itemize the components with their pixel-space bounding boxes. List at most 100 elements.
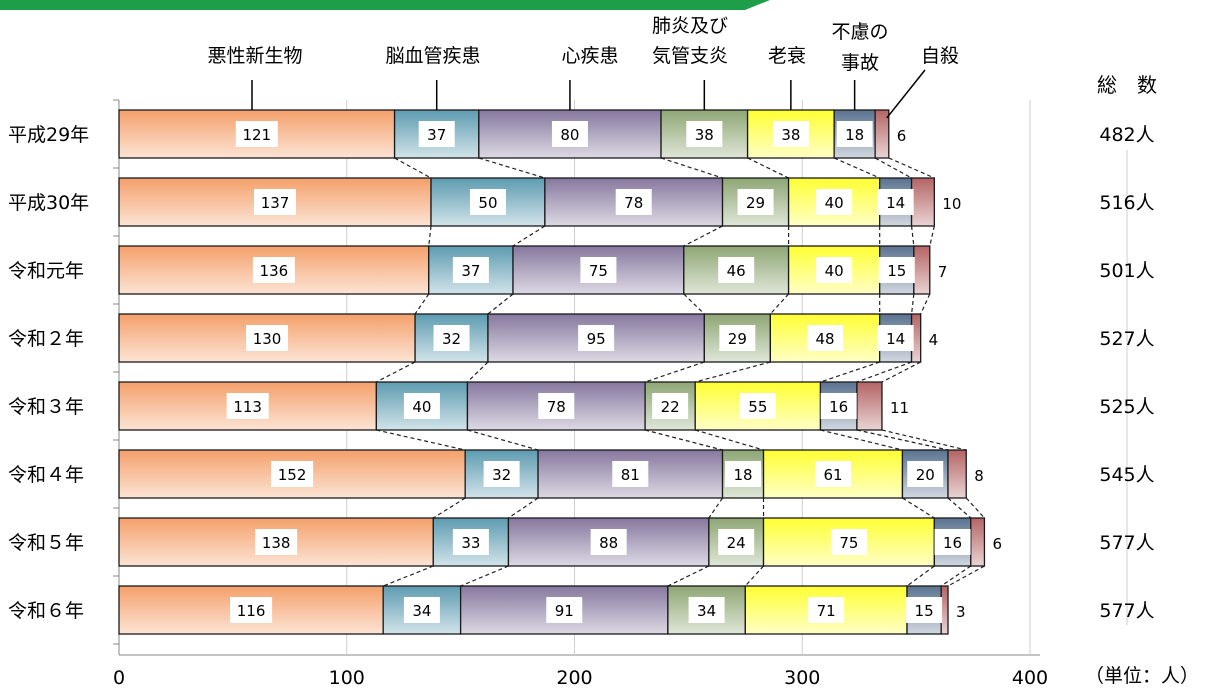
unit-label: （単位：人） — [1085, 665, 1199, 687]
value-label: 136 — [260, 262, 289, 280]
connector-line — [906, 565, 935, 587]
value-label-box — [403, 597, 440, 623]
connector-line — [414, 293, 430, 315]
connector-line — [432, 497, 466, 519]
value-label-box — [403, 393, 440, 419]
bar-segment — [667, 585, 746, 635]
connector-line — [747, 157, 789, 179]
value-label: 14 — [886, 194, 905, 212]
category-label: 令和６年 — [8, 600, 84, 622]
value-label: 16 — [943, 534, 962, 552]
value-label-box — [739, 393, 776, 419]
value-label-box — [226, 393, 269, 419]
value-label: 78 — [547, 398, 566, 416]
connector-line — [920, 293, 931, 315]
connector-line — [940, 565, 972, 587]
value-label-box — [452, 529, 489, 555]
connector-line — [881, 361, 921, 383]
value-label-box — [725, 461, 762, 487]
value-label-box — [271, 461, 314, 487]
category-label: 平成29年 — [8, 124, 89, 146]
connector-line — [820, 429, 903, 451]
value-label: 6 — [897, 127, 907, 145]
connector-line — [947, 497, 972, 519]
value-label-box — [816, 257, 853, 283]
value-label-box — [737, 189, 774, 215]
bar-segment — [487, 313, 705, 363]
bar-segment — [118, 381, 378, 431]
value-label-box — [615, 189, 652, 215]
connector-line — [644, 429, 723, 451]
connector-line — [881, 429, 967, 451]
value-label: 11 — [890, 399, 909, 417]
category-label: 令和４年 — [8, 464, 84, 486]
value-label: 48 — [815, 330, 834, 348]
value-label: 6 — [992, 535, 1002, 553]
value-label-box — [934, 529, 971, 555]
legend-label: 脳血管疾患 — [385, 45, 480, 67]
connector-line — [769, 293, 790, 315]
value-label: 116 — [237, 602, 266, 620]
total-value: 525人 — [1099, 396, 1154, 418]
bar-segment — [428, 245, 514, 295]
value-label-box — [590, 529, 627, 555]
total-value: 577人 — [1099, 532, 1154, 554]
connector-line — [667, 565, 710, 587]
value-label-box — [612, 461, 649, 487]
connector-line — [376, 429, 466, 451]
x-tick-label: 0 — [113, 667, 125, 689]
connector-line — [660, 157, 723, 179]
value-label-box — [483, 461, 520, 487]
legend-label: 不慮の — [831, 21, 888, 43]
connector-line — [902, 497, 935, 519]
value-label: 29 — [746, 194, 765, 212]
value-label: 81 — [621, 466, 640, 484]
connector-line — [833, 157, 880, 179]
value-label-box — [836, 121, 873, 147]
value-label: 34 — [412, 602, 431, 620]
value-label-box — [452, 257, 489, 283]
legend-label: 事故 — [841, 52, 879, 74]
connector-line — [428, 225, 432, 247]
value-label: 29 — [728, 330, 747, 348]
value-label: 46 — [727, 262, 746, 280]
connector-line — [376, 361, 416, 383]
value-label-box — [246, 325, 289, 351]
connector-line — [874, 157, 912, 179]
connector-line — [910, 225, 915, 247]
value-label: 38 — [695, 126, 714, 144]
value-label: 4 — [929, 331, 939, 349]
legend-leader-line — [886, 69, 926, 119]
header-banner — [0, 0, 770, 10]
x-axis: （単位：人） 0 100 200 300 400 — [113, 665, 1199, 689]
value-label: 50 — [478, 194, 497, 212]
value-label-box — [578, 325, 615, 351]
value-label: 10 — [942, 195, 961, 213]
connector-line — [683, 293, 705, 315]
value-label-box — [551, 121, 588, 147]
value-label: 14 — [886, 330, 905, 348]
value-label-box — [255, 529, 298, 555]
value-label: 24 — [727, 534, 746, 552]
connector-line — [856, 361, 912, 383]
value-label: 40 — [825, 194, 844, 212]
legend-label: 肺炎及び — [652, 15, 728, 37]
connector-line — [744, 565, 764, 587]
connector-line — [382, 565, 434, 587]
x-tick-label: 400 — [1012, 667, 1048, 689]
value-label: 7 — [938, 263, 948, 281]
value-label-box — [252, 257, 295, 283]
value-label-box — [546, 597, 583, 623]
value-label: 3 — [956, 603, 966, 621]
value-label: 91 — [555, 602, 574, 620]
value-label: 37 — [427, 126, 446, 144]
value-label-box — [469, 189, 506, 215]
connector-lines — [376, 157, 985, 587]
connector-line — [929, 225, 935, 247]
connector-line — [820, 361, 880, 383]
value-label-box — [235, 121, 278, 147]
